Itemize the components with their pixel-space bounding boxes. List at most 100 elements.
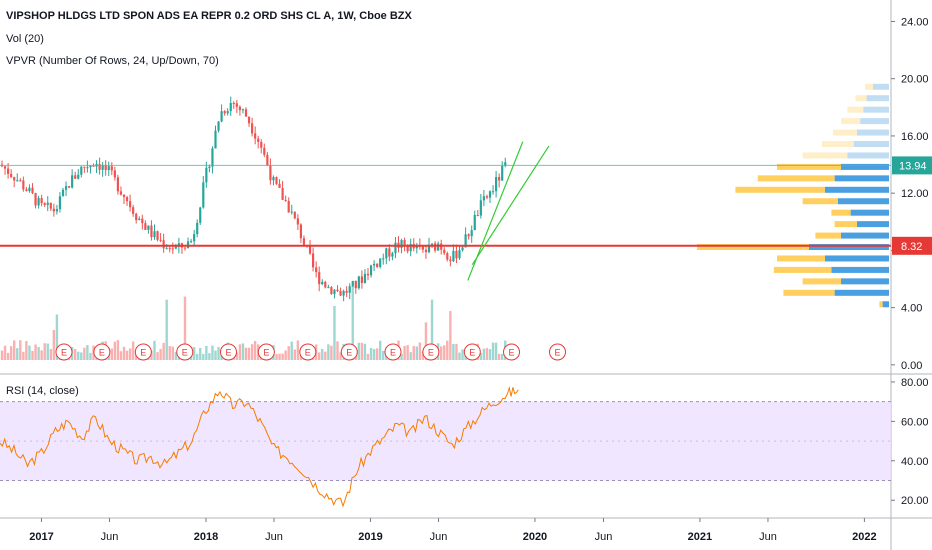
candle-body bbox=[315, 267, 318, 273]
candle-body bbox=[68, 186, 71, 188]
candle-body bbox=[113, 170, 116, 178]
candle-body bbox=[83, 166, 86, 168]
vp-down-bar bbox=[802, 152, 848, 159]
candle-body bbox=[275, 177, 278, 184]
earnings-marker-label: E bbox=[554, 348, 560, 358]
vp-down-bar bbox=[815, 232, 841, 239]
candle-body bbox=[205, 167, 208, 183]
candle-body bbox=[449, 259, 452, 262]
candle-body bbox=[92, 165, 95, 167]
time-tick-label: 2017 bbox=[29, 531, 53, 543]
candle-body bbox=[467, 234, 470, 237]
candle-body bbox=[193, 234, 196, 242]
candle-body bbox=[153, 231, 156, 238]
earnings-marker bbox=[299, 343, 317, 361]
candle-body bbox=[299, 224, 302, 239]
candle-body bbox=[473, 214, 476, 231]
candle-body bbox=[34, 193, 37, 206]
vp-up-bar bbox=[831, 266, 889, 273]
candle-body bbox=[190, 241, 193, 243]
candle-body bbox=[43, 203, 46, 205]
volume-bar bbox=[6, 352, 10, 360]
volume-bar bbox=[113, 341, 117, 360]
candle-body bbox=[400, 240, 403, 248]
earnings-marker bbox=[176, 343, 194, 361]
volume-bar bbox=[168, 346, 171, 360]
volume-bar bbox=[40, 350, 43, 360]
volume-bar bbox=[34, 344, 37, 360]
volume-bar bbox=[244, 347, 248, 360]
volume-bar bbox=[202, 353, 205, 360]
candle-body bbox=[263, 147, 266, 155]
earnings-marker-label: E bbox=[428, 348, 434, 358]
volume-bar bbox=[461, 349, 464, 360]
candle-body bbox=[318, 272, 321, 285]
candle-body bbox=[479, 200, 482, 216]
earnings-marker-label: E bbox=[346, 348, 352, 358]
volume-bar bbox=[31, 350, 34, 360]
volume-bar bbox=[122, 346, 126, 360]
candle-body bbox=[3, 166, 7, 169]
earnings-marker bbox=[93, 343, 111, 361]
candle-body bbox=[238, 106, 241, 111]
candle-body bbox=[421, 246, 424, 250]
candle-body bbox=[55, 209, 58, 212]
volume-legend[interactable]: Vol (20) bbox=[6, 33, 44, 45]
candle-body bbox=[424, 249, 428, 253]
candle-body bbox=[119, 191, 123, 195]
rsi-line bbox=[0, 385, 519, 508]
volume-bar bbox=[119, 351, 123, 360]
candle-body bbox=[290, 211, 293, 213]
candle-body bbox=[122, 194, 126, 198]
candle-body bbox=[247, 116, 251, 124]
volume-bar bbox=[9, 346, 13, 360]
earnings-marker bbox=[422, 343, 440, 361]
vp-down-bar bbox=[757, 175, 835, 182]
volume-bar bbox=[296, 340, 300, 360]
vp-down-bar bbox=[697, 244, 809, 251]
price-tick-label: 16.00 bbox=[901, 131, 929, 143]
candle-body bbox=[28, 187, 31, 192]
vpvr-legend[interactable]: VPVR (Number Of Rows, 24, Up/Down, 70) bbox=[6, 55, 219, 67]
volume-bar bbox=[479, 353, 483, 360]
volume-bar bbox=[430, 299, 434, 360]
vp-down-bar bbox=[802, 278, 841, 285]
volume-bar bbox=[110, 348, 113, 360]
candle-body bbox=[101, 165, 104, 170]
earnings-marker-label: E bbox=[263, 348, 269, 358]
last-price-label: 13.94 bbox=[899, 160, 927, 172]
vp-up-bar bbox=[841, 278, 889, 285]
candle-body bbox=[357, 276, 360, 289]
candle-body bbox=[110, 166, 113, 171]
candle-body bbox=[458, 250, 461, 259]
candle-body bbox=[125, 197, 129, 202]
candle-body bbox=[296, 218, 299, 225]
candle-body bbox=[446, 253, 449, 260]
rsi-legend[interactable]: RSI (14, close) bbox=[6, 385, 79, 397]
candle-body bbox=[376, 263, 379, 267]
vp-down-bar bbox=[821, 141, 854, 148]
volume-bar bbox=[382, 350, 385, 360]
volume-bar bbox=[379, 340, 382, 360]
candle-body bbox=[382, 258, 385, 260]
volume-bar bbox=[162, 342, 165, 360]
time-tick-label: Jun bbox=[759, 531, 777, 543]
volume-bar bbox=[171, 346, 174, 360]
candle-body bbox=[229, 103, 232, 112]
candle-body bbox=[244, 109, 248, 117]
candle-body bbox=[165, 248, 168, 250]
volume-bar bbox=[324, 351, 327, 360]
candle-body bbox=[77, 174, 80, 179]
volume-bar bbox=[424, 322, 428, 360]
candle-body bbox=[257, 138, 260, 142]
candle-body bbox=[61, 189, 65, 197]
candle-body bbox=[13, 177, 16, 181]
candle-body bbox=[183, 247, 187, 249]
volume-bar bbox=[49, 348, 52, 360]
vp-down-bar bbox=[777, 163, 841, 170]
candle-body bbox=[10, 173, 13, 178]
volume-bar bbox=[153, 340, 156, 360]
candle-body bbox=[107, 166, 110, 171]
candle-body bbox=[89, 165, 92, 168]
